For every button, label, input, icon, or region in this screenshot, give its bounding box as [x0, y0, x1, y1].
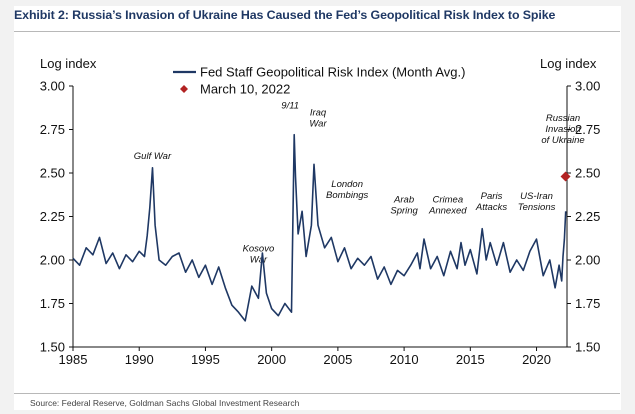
source-divider: [14, 393, 620, 394]
x-tick-label: 1990: [125, 352, 154, 367]
y-tick-label-right: 3.00: [575, 79, 600, 94]
series-marker-march-2022: [560, 171, 571, 182]
series-line-geopolitical-risk: [72, 133, 567, 322]
y-tick-label-right: 2.75: [575, 122, 600, 137]
legend-label-march-2022: March 10, 2022: [200, 82, 290, 97]
annotation-crimea: Crimea Annexed: [428, 195, 467, 217]
annotation-kosovo: Kosovo War: [243, 243, 275, 265]
y-tick-label-right: 2.50: [575, 166, 600, 181]
x-tick-label: 1995: [191, 352, 220, 367]
title-divider: [14, 31, 620, 32]
y-tick-label-right: 1.75: [575, 296, 600, 311]
y-tick-label-left: 2.75: [40, 122, 65, 137]
chart-axes: 1.50 1.50 1.75 1.75 2.00 2.00 2.25 2.25 2.50 2.50…: [40, 56, 601, 367]
exhibit-title: Exhibit 2: Russia’s Invasion of Ukraine …: [14, 8, 556, 22]
annotation-9-11: 9/11: [281, 101, 299, 112]
annotation-paris: Paris Attacks: [475, 191, 507, 213]
y-axis-label-left: Log index: [40, 56, 97, 71]
x-tick-label: 2015: [456, 352, 485, 367]
y-tick-label-left: 1.75: [40, 296, 65, 311]
series-layer: [72, 133, 571, 322]
source-note: Source: Federal Reserve, Goldman Sachs G…: [30, 398, 300, 408]
x-tick-label: 2010: [390, 352, 419, 367]
x-tick-label: 2000: [257, 352, 286, 367]
annotation-us-iran: US-Iran Tensions: [518, 191, 556, 213]
annotation-russian: Russian Invasion of Ukraine: [541, 113, 584, 146]
y-tick-label-left: 3.00: [40, 79, 65, 94]
legend-label-risk-index: Fed Staff Geopolitical Risk Index (Month…: [200, 65, 465, 80]
annotation-gulf-war: Gulf War: [134, 151, 172, 162]
chart-legend: Fed Staff Geopolitical Risk Index (Month…: [173, 65, 465, 97]
y-tick-label-left: 1.50: [40, 340, 65, 355]
y-tick-label-right: 2.00: [575, 253, 600, 268]
y-tick-label-left: 2.25: [40, 209, 65, 224]
y-axis-label-right: Log index: [540, 56, 597, 71]
x-tick-label: 1985: [59, 352, 88, 367]
y-tick-label-left: 2.00: [40, 253, 65, 268]
event-annotations: Gulf War Kosovo War 9/11 Iraq War London Bombin…: [134, 101, 585, 266]
legend-marker-swatch: [180, 85, 188, 93]
y-tick-label-left: 2.50: [40, 166, 65, 181]
y-tick-label-right: 1.50: [575, 340, 600, 355]
x-tick-label: 2020: [522, 352, 551, 367]
x-tick-label: 2005: [323, 352, 352, 367]
y-tick-label-right: 2.25: [575, 209, 600, 224]
annotation-iraq: Iraq War: [309, 108, 327, 130]
annotation-arab: Arab Spring: [390, 195, 418, 217]
annotation-london: London Bombings: [326, 179, 368, 201]
